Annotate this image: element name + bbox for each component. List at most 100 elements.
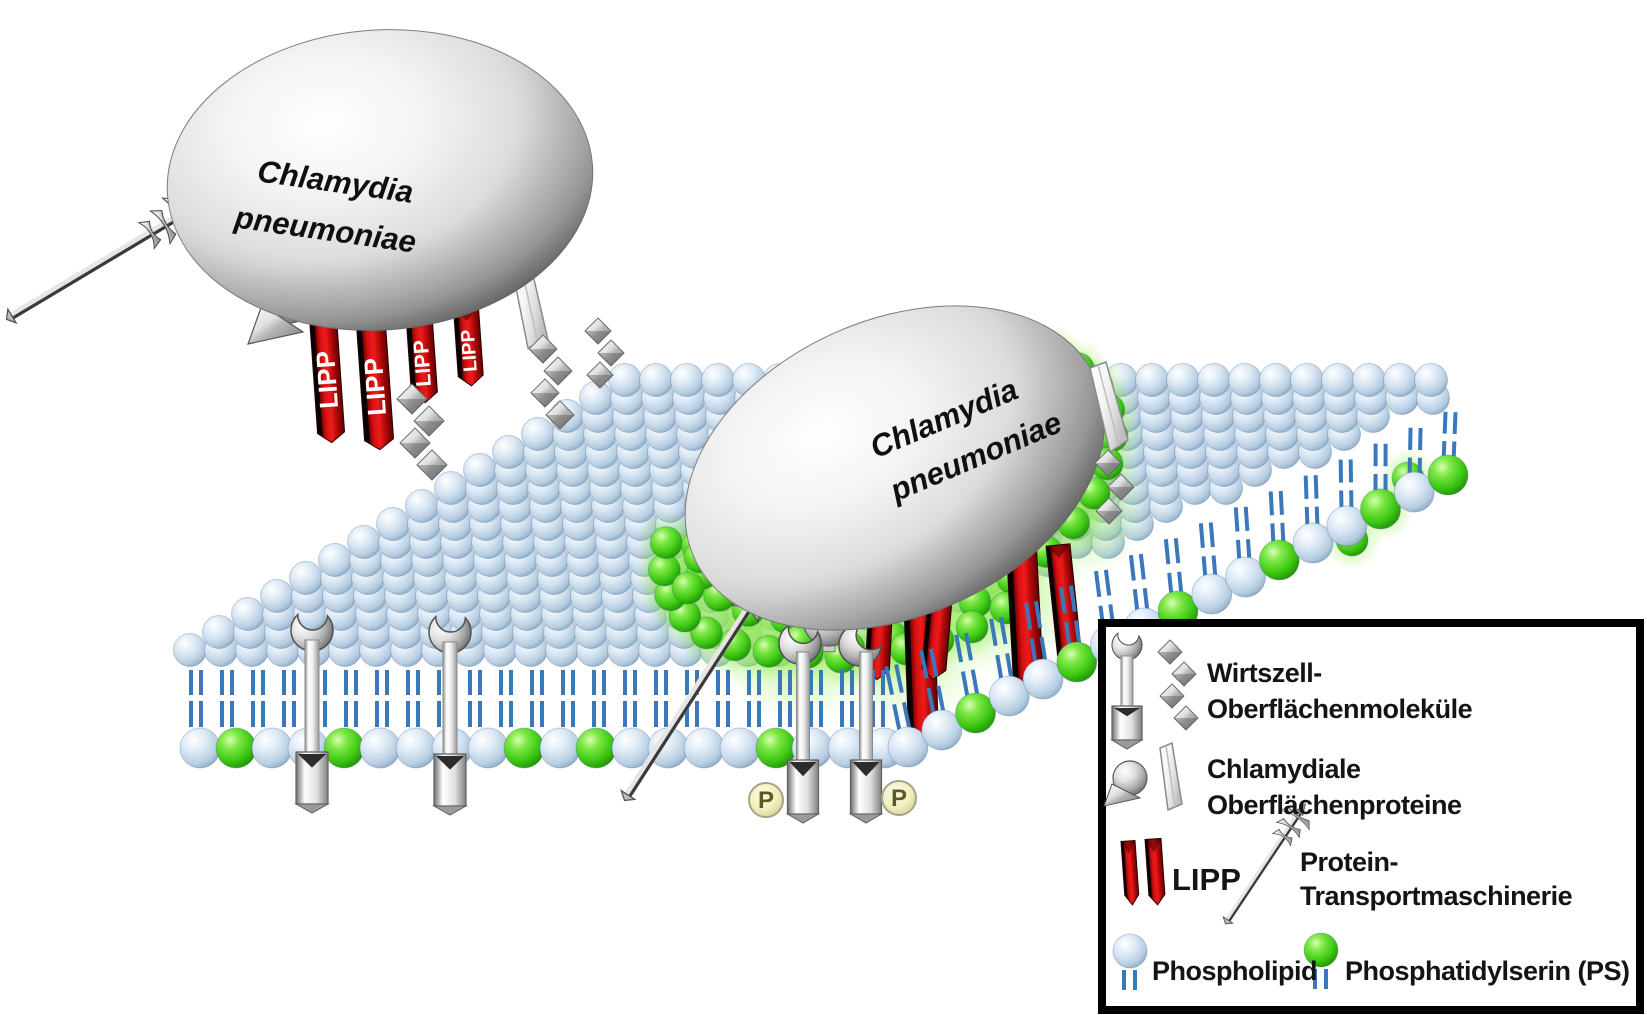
lipid-tail [1128, 554, 1136, 581]
legend-host-molecules-line2: Oberflächenmoleküle [1207, 694, 1473, 724]
lipid-tail [929, 648, 939, 677]
legend-chlamydial-proteins-line2: Oberflächenproteine [1207, 790, 1462, 820]
p-badge-label: P [891, 785, 907, 812]
needle-flange [137, 220, 162, 251]
host-cell-surface-molecule-pillar [294, 639, 330, 814]
needle-shaft-dark [12, 212, 188, 320]
diamond-face [586, 361, 614, 389]
lipid-tail [1033, 601, 1043, 629]
anchor-tip [432, 805, 468, 816]
diamond-shade [1174, 718, 1198, 730]
phospholipid-sphere [1321, 363, 1355, 397]
lipid-tail [1303, 475, 1309, 499]
surface-molecule-diamond [545, 400, 575, 430]
surface-molecule-diamond [1159, 683, 1185, 709]
lipid-tail [1268, 491, 1274, 516]
lipid-tail [999, 616, 1008, 645]
lipid-tail [1243, 506, 1250, 532]
lipp-bar-bevel [1145, 838, 1161, 852]
pillar-shaft [304, 639, 320, 753]
phospholipid-sphere [1383, 363, 1417, 397]
lipid-tail [919, 650, 929, 679]
diamond-face [543, 356, 573, 386]
diamond-face [1173, 705, 1199, 731]
lipid-tail [1138, 553, 1146, 580]
needle-foot [1222, 915, 1235, 925]
diamond-shade [598, 353, 624, 366]
phospholipid-sphere [405, 489, 439, 523]
phospholipid-sphere [202, 615, 236, 649]
legend-phospholipid-icon [1112, 933, 1148, 969]
phosphatidylserine-sphere [503, 727, 545, 769]
diamond-shade [544, 371, 572, 385]
needle-collar [1271, 806, 1310, 847]
lipp-bar-bevel [1046, 543, 1070, 558]
host-molecule-anchor-box [432, 753, 468, 816]
diamond-face [545, 400, 575, 430]
lipid-tail [926, 687, 936, 715]
diamond-face [396, 383, 428, 415]
phospholipid-sphere [701, 363, 735, 397]
diamond-shade [1096, 511, 1122, 524]
phospholipid-sphere [179, 727, 221, 769]
diamond-shade [417, 465, 447, 480]
lipid-tail [1442, 411, 1448, 434]
phospholipid-sphere [670, 363, 704, 397]
host-molecule-anchor-box [848, 759, 884, 824]
phosphatidylserine-sphere [955, 692, 996, 734]
lipid-tail [1064, 621, 1072, 647]
crescent-protein-icon [778, 623, 822, 665]
diamond-shade [546, 415, 574, 429]
lipid-tail [1073, 620, 1082, 646]
lipid-tail [989, 618, 998, 647]
phosphorylation-badge: P [748, 782, 784, 818]
lipid-tail [970, 669, 980, 696]
p-badge-label: P [758, 787, 774, 814]
phospholipid-sphere [376, 507, 410, 541]
phospholipid-sphere [988, 675, 1030, 717]
lipid-tail [892, 703, 902, 731]
surface-molecule-diamond [399, 427, 431, 459]
crescent-protein-icon [1111, 631, 1143, 661]
anchor-notch [852, 762, 880, 777]
lipid-tail [1094, 570, 1102, 598]
legend: Wirtszell- Oberflächenmoleküle Chlamydia… [1098, 619, 1644, 1014]
lipid-tail [1452, 412, 1458, 435]
diamond-shade [400, 443, 430, 458]
legend-cone-icon [1103, 783, 1142, 807]
surface-molecule-diamond [396, 383, 428, 415]
surface-molecule-diamond [530, 378, 560, 408]
phosphatidylserine-sphere [1258, 539, 1300, 581]
phospholipid-sphere [1259, 363, 1293, 397]
lipid-tail [936, 685, 946, 713]
lipid-tail [1142, 587, 1150, 612]
lipid-tail [1005, 653, 1014, 679]
diamond-face [597, 339, 625, 367]
lipid-tail [954, 634, 964, 663]
lipp-bar-body [1120, 839, 1140, 906]
needle-shaft-dark [628, 575, 774, 798]
phospholipid-sphere [1135, 363, 1169, 397]
diamond-shade [397, 399, 427, 414]
lipp-bar: LIPP [452, 306, 484, 387]
phospholipid-sphere [639, 363, 673, 397]
crescent-protein-icon [290, 612, 334, 652]
lipid-tail [1024, 602, 1033, 630]
phospholipid-sphere [395, 727, 437, 769]
phosphorylation-badge: P [881, 780, 917, 816]
phosphatidylserine-sphere [649, 526, 683, 560]
phospholipid-sphere [1414, 363, 1448, 397]
needle-shaft-light [8, 208, 190, 320]
diamond-face [1159, 683, 1185, 709]
pillar-shaft [442, 641, 458, 755]
phospholipid-sphere [1228, 363, 1262, 397]
phosphatidylserine-sphere [575, 727, 617, 769]
phospholipid-sphere [467, 727, 509, 769]
phosphatidylserine-sphere [323, 727, 365, 769]
anchor-tip [785, 813, 821, 824]
pillar-shaft [796, 651, 810, 761]
phospholipid-sphere [1393, 471, 1435, 513]
lipid-tail [1068, 585, 1077, 613]
phospholipid-sphere [1290, 363, 1324, 397]
